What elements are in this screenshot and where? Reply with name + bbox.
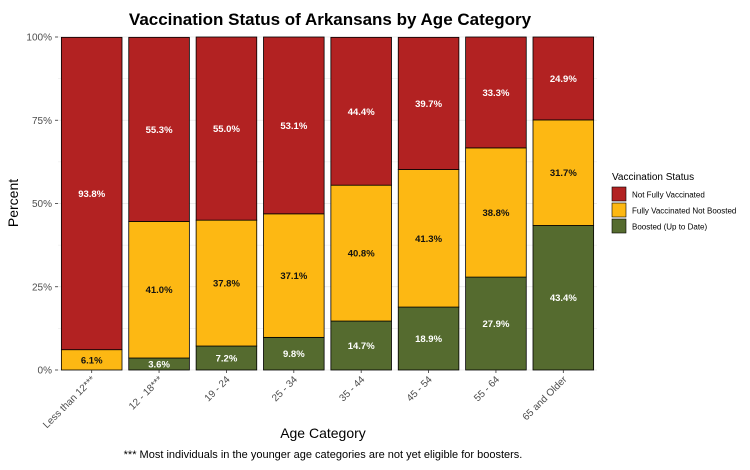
- data-label: 7.2%: [216, 354, 238, 365]
- bar-segment: [532, 36, 595, 121]
- data-label: 14.7%: [348, 341, 375, 352]
- data-label: 31.7%: [550, 168, 577, 179]
- data-label: 18.9%: [415, 334, 442, 345]
- bar-segment: [330, 320, 392, 371]
- y-tick-label: 50%: [32, 199, 52, 210]
- data-label: 93.8%: [78, 189, 105, 200]
- bar-segment: [263, 213, 325, 338]
- data-label: 37.8%: [213, 279, 240, 290]
- bar-segment: [330, 36, 392, 186]
- chart-title: Vaccination Status of Arkansans by Age C…: [129, 10, 532, 29]
- x-tick-label: 55 - 64: [472, 374, 502, 404]
- legend: Vaccination Status Not Fully Vaccinated F…: [611, 172, 736, 234]
- data-label: 6.1%: [81, 355, 103, 366]
- y-tick-label: 25%: [32, 282, 52, 293]
- data-label: 41.0%: [146, 285, 173, 296]
- bar-segment: [330, 184, 392, 322]
- data-label: 33.3%: [482, 88, 509, 99]
- data-label: 55.3%: [146, 125, 173, 136]
- data-label: 37.1%: [280, 271, 307, 282]
- bar-segment: [465, 276, 527, 371]
- plot-area: 0%25%50%75%100%0.0%6.1%93.8%Less than 12…: [26, 33, 597, 431]
- legend-item: Boosted (Up to Date): [632, 223, 707, 232]
- data-label: 53.1%: [280, 121, 307, 132]
- data-label: 9.8%: [283, 349, 305, 360]
- data-label: 38.8%: [482, 208, 509, 219]
- data-label: 39.7%: [415, 99, 442, 110]
- x-tick-label: 12 - 18***: [127, 374, 165, 412]
- bar-segment: [263, 36, 325, 215]
- bar-segment: [397, 306, 460, 371]
- bar-segment: [60, 36, 123, 351]
- data-label: 55.0%: [213, 124, 240, 135]
- bar-segment: [263, 336, 325, 371]
- bar-segment: [465, 36, 527, 149]
- x-tick-label: Less than 12***: [41, 374, 98, 431]
- data-label: 44.4%: [348, 107, 375, 118]
- y-tick-label: 0%: [38, 366, 53, 377]
- y-axis-label: Percent: [5, 179, 21, 227]
- bar-segment: [397, 169, 460, 308]
- y-tick-label: 75%: [32, 116, 52, 127]
- bar-segment: [128, 221, 190, 359]
- x-tick-label: 45 - 54: [405, 374, 435, 404]
- x-tick-label: 65 and Older: [521, 374, 570, 423]
- x-tick-label: 25 - 34: [270, 374, 300, 404]
- legend-swatch: [611, 186, 627, 202]
- bar-segment: [195, 219, 258, 347]
- legend-item: Fully Vaccinated Not Boosted: [632, 207, 736, 216]
- data-label: 40.8%: [348, 249, 375, 260]
- bar-segment: [532, 119, 595, 226]
- data-label: 43.4%: [550, 293, 577, 304]
- x-tick-label: 35 - 44: [338, 374, 368, 404]
- bar-segment: [128, 36, 190, 222]
- data-label: 41.3%: [415, 234, 442, 245]
- y-tick-label: 100%: [26, 33, 52, 44]
- legend-swatch: [611, 218, 627, 234]
- x-axis-label: Age Category: [280, 425, 366, 441]
- data-label: 24.9%: [550, 74, 577, 85]
- legend-swatch: [611, 202, 627, 218]
- data-label: 27.9%: [482, 319, 509, 330]
- data-label: 3.6%: [148, 360, 170, 371]
- x-tick-label: 19 - 24: [203, 374, 233, 404]
- bar-segment: [397, 36, 460, 170]
- legend-title: Vaccination Status: [612, 172, 694, 183]
- legend-item: Not Fully Vaccinated: [632, 191, 705, 200]
- bar-segment: [465, 147, 527, 278]
- bar-segment: [195, 36, 258, 221]
- footnote: *** Most individuals in the younger age …: [124, 449, 523, 461]
